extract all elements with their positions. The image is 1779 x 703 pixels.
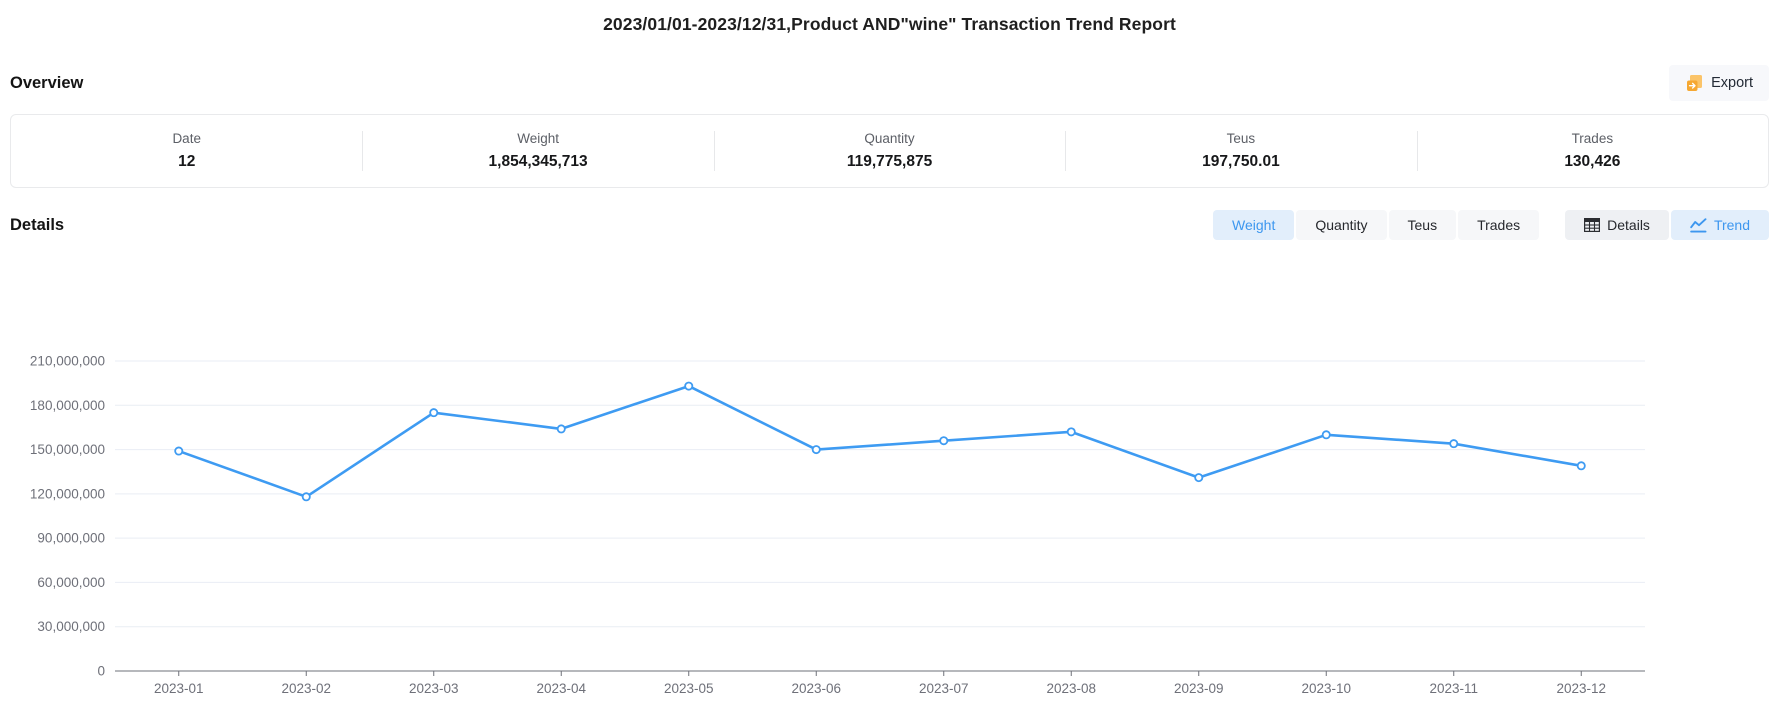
y-axis-label: 120,000,000 xyxy=(30,486,105,501)
y-axis-label: 90,000,000 xyxy=(37,531,105,546)
stat-label: Date xyxy=(172,131,201,146)
data-point[interactable] xyxy=(174,446,184,456)
x-axis-label: 2023-01 xyxy=(154,681,204,696)
data-point[interactable] xyxy=(301,492,311,502)
y-axis-label: 180,000,000 xyxy=(30,398,105,413)
tab-quantity[interactable]: Quantity xyxy=(1296,210,1387,240)
chart-controls: Weight Quantity Teus Trades xyxy=(1213,210,1769,240)
tab-weight-label: Weight xyxy=(1232,217,1276,233)
stat-label: Weight xyxy=(517,131,559,146)
page-title-bar: 2023/01/01-2023/12/31,Product AND"wine" … xyxy=(0,0,1779,48)
stat-trades: Trades 130,426 xyxy=(1416,115,1768,187)
data-point[interactable] xyxy=(1066,427,1076,437)
stat-value: 12 xyxy=(178,153,196,170)
stat-label: Trades xyxy=(1571,131,1614,146)
stat-value: 130,426 xyxy=(1564,153,1621,170)
x-axis-label: 2023-03 xyxy=(409,681,459,696)
stat-teus: Teus 197,750.01 xyxy=(1065,115,1416,187)
trend-line-chart: 0 30,000,000 60,000,000 90,000,000 120,000,0… xyxy=(0,290,1779,703)
x-axis-label: 2023-02 xyxy=(281,681,331,696)
tab-trend-view[interactable]: Trend xyxy=(1670,210,1769,240)
line-chart-icon xyxy=(1690,217,1707,233)
page-title: 2023/01/01-2023/12/31,Product AND"wine" … xyxy=(603,13,1176,34)
overview-stats-card: Date 12 Weight 1,854,345,713 Quantity 11… xyxy=(10,114,1769,188)
export-file-icon xyxy=(1685,74,1704,92)
data-point[interactable] xyxy=(1449,439,1459,449)
x-axis-label: 2023-11 xyxy=(1429,681,1478,696)
overview-header: Overview Export xyxy=(10,62,1769,104)
x-axis-label: 2023-08 xyxy=(1046,681,1096,696)
overview-heading: Overview xyxy=(10,73,84,92)
table-icon xyxy=(1584,218,1601,232)
metric-tab-group: Weight Quantity Teus Trades xyxy=(1213,210,1540,240)
x-axis-label: 2023-12 xyxy=(1556,681,1606,696)
stat-label: Teus xyxy=(1226,131,1256,146)
tab-teus-label: Teus xyxy=(1407,217,1438,233)
data-point[interactable] xyxy=(939,436,949,446)
stat-date: Date 12 xyxy=(11,115,362,187)
details-header: Details Weight Quantity Teus Trades xyxy=(10,208,1769,242)
stat-value: 197,750.01 xyxy=(1202,153,1280,170)
data-point[interactable] xyxy=(1321,430,1331,440)
y-axis-label: 30,000,000 xyxy=(37,619,105,634)
tab-trades[interactable]: Trades xyxy=(1458,210,1540,240)
stat-value: 119,775,875 xyxy=(846,153,933,170)
stat-weight: Weight 1,854,345,713 xyxy=(362,115,713,187)
stat-quantity: Quantity 119,775,875 xyxy=(713,115,1065,187)
view-tab-group: Details Trend xyxy=(1565,210,1769,240)
tab-details-view-label: Details xyxy=(1607,217,1650,233)
tab-quantity-label: Quantity xyxy=(1315,217,1368,233)
y-axis-label: 60,000,000 xyxy=(37,575,105,590)
x-axis-label: 2023-04 xyxy=(536,681,586,696)
x-axis-label: 2023-05 xyxy=(664,681,714,696)
y-axis-label: 150,000,000 xyxy=(30,442,105,457)
tab-trades-label: Trades xyxy=(1477,217,1521,233)
data-point[interactable] xyxy=(684,381,694,391)
x-axis-label: 2023-09 xyxy=(1174,681,1224,696)
stat-value: 1,854,345,713 xyxy=(488,153,588,170)
data-point[interactable] xyxy=(429,408,439,418)
data-point[interactable] xyxy=(556,424,566,434)
export-button[interactable]: Export xyxy=(1669,65,1769,101)
trend-line-chart-svg: 0 30,000,000 60,000,000 90,000,000 120,000,0… xyxy=(30,354,1645,696)
x-axis-label: 2023-07 xyxy=(919,681,969,696)
tab-weight[interactable]: Weight xyxy=(1213,210,1295,240)
data-point[interactable] xyxy=(1576,461,1586,471)
y-axis-label: 210,000,000 xyxy=(30,354,105,369)
details-heading: Details xyxy=(10,215,65,234)
tab-details-view[interactable]: Details xyxy=(1565,210,1669,240)
tab-teus[interactable]: Teus xyxy=(1388,210,1457,240)
tab-trend-view-label: Trend xyxy=(1713,217,1750,233)
series-line-weight xyxy=(177,384,1583,499)
y-axis-label: 0 xyxy=(97,664,105,679)
data-point[interactable] xyxy=(811,445,821,455)
export-button-label: Export xyxy=(1711,75,1753,91)
stat-label: Quantity xyxy=(864,131,915,146)
x-axis-label: 2023-06 xyxy=(791,681,841,696)
x-axis-label: 2023-10 xyxy=(1301,681,1351,696)
data-point[interactable] xyxy=(1194,473,1204,483)
